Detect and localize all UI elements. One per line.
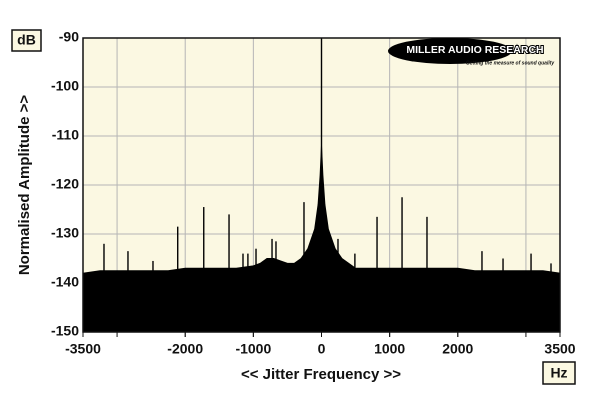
x-tick-label: 1000 [374,341,405,357]
y-tick-label: -130 [51,225,79,241]
y-tick-label: -140 [51,274,79,290]
x-tick-label: -3500 [65,341,101,357]
y-unit: dB [17,32,36,48]
x-tick-label: 3500 [544,341,575,357]
x-unit: Hz [550,365,567,381]
unit-box [542,361,576,385]
y-tick-label: -120 [51,176,79,192]
y-tick-label: -100 [51,78,79,94]
logo-name: MILLER AUDIO RESEARCH [406,44,543,56]
logo-tagline: Getting the measure of sound quality [466,60,555,66]
x-tick-label: -2000 [167,341,203,357]
y-axis-label: Normalised Amplitude >> [16,95,33,276]
y-tick-label: -150 [51,323,79,339]
y-tick-label: -110 [52,127,79,143]
unit-box [11,29,42,52]
x-tick-label: 0 [318,341,326,357]
logo-badge [388,38,512,64]
x-axis-label: << Jitter Frequency >> [241,366,401,383]
x-tick-label: 2000 [442,341,473,357]
x-tick-label: -1000 [235,341,271,357]
y-tick-label: -90 [59,29,79,45]
